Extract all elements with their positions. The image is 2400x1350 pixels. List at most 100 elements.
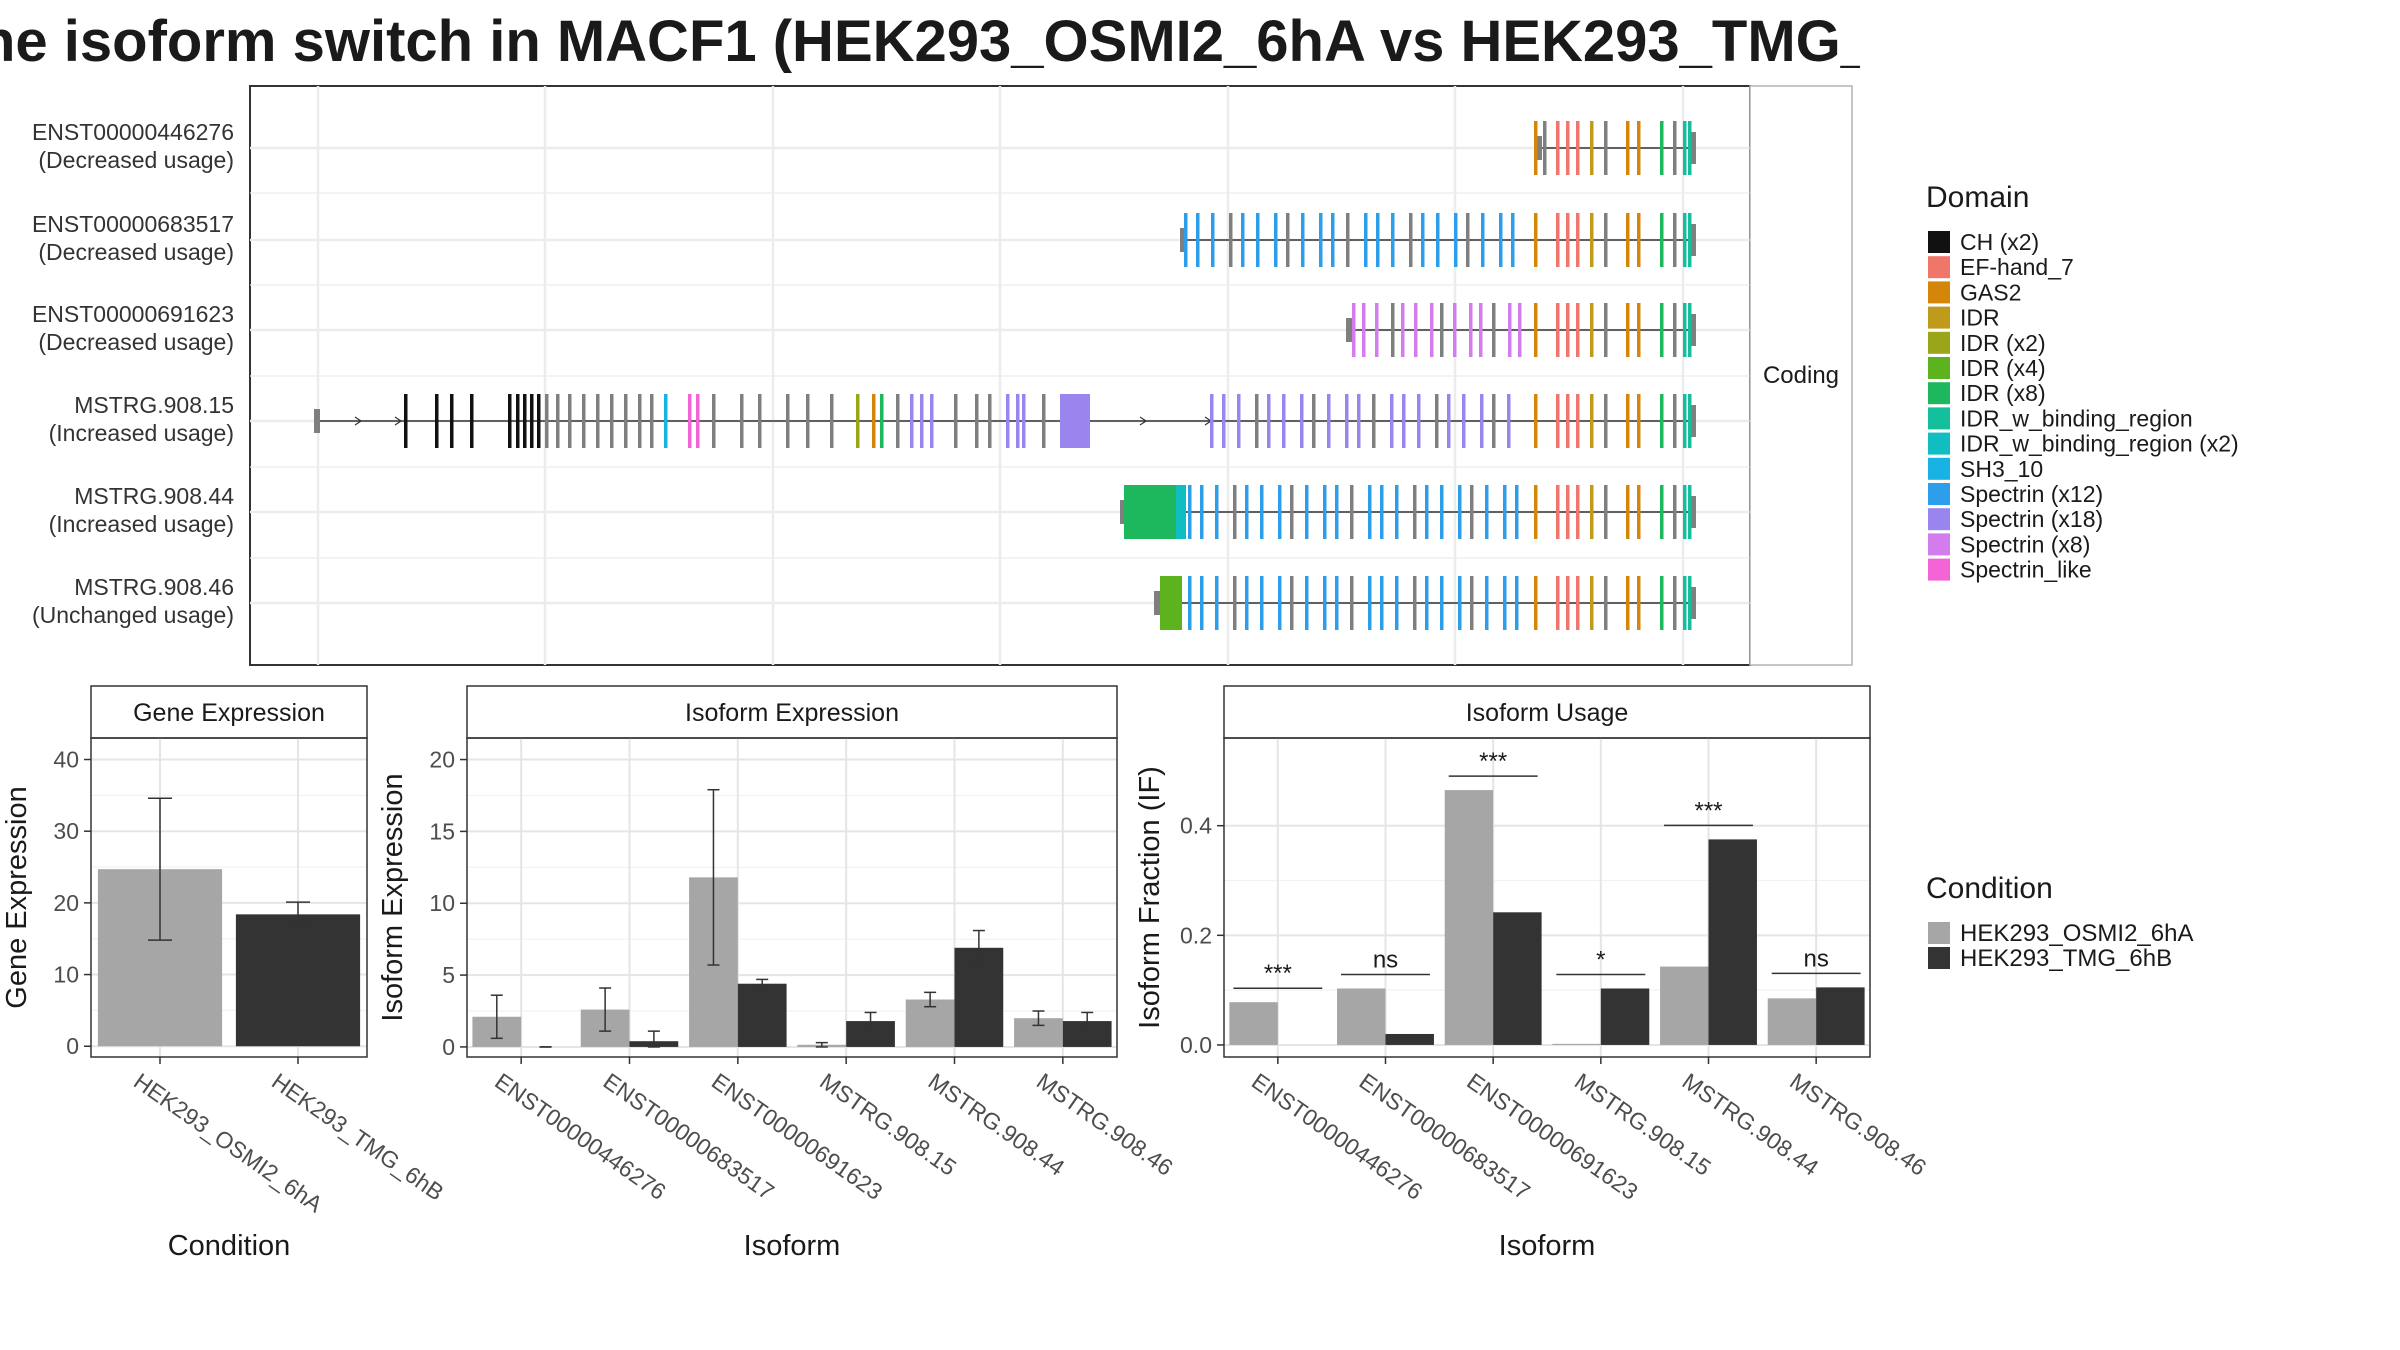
exon-mark <box>1357 394 1361 448</box>
exon-mark <box>1566 213 1570 267</box>
exon-mark <box>1604 394 1608 448</box>
exon-mark <box>537 394 541 448</box>
y-tick-label: 0.2 <box>1180 922 1212 948</box>
exon-mark <box>1327 394 1331 448</box>
exon-mark <box>1556 303 1560 357</box>
transcript-id-label: ENST00000683517 <box>32 211 234 237</box>
y-tick-label: 5 <box>442 962 455 988</box>
exon-mark <box>1492 303 1496 357</box>
exon-mark <box>1368 485 1372 539</box>
domain-legend-key <box>1928 407 1950 430</box>
exon-mark <box>1255 394 1259 448</box>
bar <box>1660 966 1709 1045</box>
exon-mark <box>1480 394 1484 448</box>
exon-mark <box>1683 303 1687 357</box>
exon-mark <box>930 394 934 448</box>
exon-mark <box>1534 485 1538 539</box>
transcript-track <box>1534 121 1696 175</box>
exon-mark <box>1604 121 1608 175</box>
domain-legend-key <box>1928 306 1950 329</box>
exon-mark <box>1626 394 1630 448</box>
bar <box>1444 790 1494 1045</box>
exon-mark <box>1188 576 1192 630</box>
exon-mark <box>1660 303 1664 357</box>
exon-mark <box>1305 485 1309 539</box>
exon-mark <box>1604 213 1608 267</box>
exon-mark <box>1458 485 1462 539</box>
exon-mark <box>1470 576 1474 630</box>
exon-mark <box>1417 394 1421 448</box>
significance-label: *** <box>1694 797 1722 824</box>
exon-mark <box>1080 394 1084 448</box>
panel-frame <box>466 737 1118 1058</box>
exon-mark <box>1267 394 1271 448</box>
significance-label: *** <box>1479 748 1507 775</box>
exon-mark <box>1440 485 1444 539</box>
domain-block <box>1160 576 1182 630</box>
exon-mark <box>1312 394 1316 448</box>
y-tick-label: 15 <box>429 818 455 844</box>
bar <box>1600 988 1650 1045</box>
bar <box>1337 988 1386 1045</box>
exon-mark <box>1391 213 1395 267</box>
domain-legend-label: SH3_10 <box>1960 456 2043 482</box>
transcript-tracks <box>314 121 1696 630</box>
exon-mark <box>1485 485 1489 539</box>
exon-mark <box>1215 485 1219 539</box>
exon-mark <box>1479 303 1483 357</box>
panel-title: Gene Expression <box>133 699 325 727</box>
exon-mark <box>1637 121 1641 175</box>
panel-strip <box>466 685 1118 739</box>
exon-mark <box>1515 576 1519 630</box>
domain-block <box>1176 485 1186 539</box>
domain-legend-key <box>1928 533 1950 556</box>
exon-mark <box>596 394 600 448</box>
exon-mark <box>1086 394 1090 448</box>
exon-mark <box>1688 213 1692 267</box>
exon-mark <box>610 394 614 448</box>
exon-mark <box>1435 394 1439 448</box>
exon-mark <box>1196 213 1200 267</box>
y-tick-label: 20 <box>429 747 455 773</box>
significance-label: ns <box>1803 945 1828 972</box>
exon-mark <box>1380 576 1384 630</box>
exon-mark <box>1534 303 1538 357</box>
exon-mark <box>1673 485 1677 539</box>
domain-legend-key <box>1928 331 1950 354</box>
bar <box>1385 1033 1434 1045</box>
exon-mark <box>1503 485 1507 539</box>
exon-mark <box>1042 394 1046 448</box>
exon-mark <box>1430 303 1434 357</box>
exon-mark <box>1222 394 1226 448</box>
exon-mark <box>1470 485 1474 539</box>
exon-mark <box>1590 576 1594 630</box>
exon-mark <box>1590 303 1594 357</box>
exon-mark <box>1300 394 1304 448</box>
significance-label: *** <box>1264 960 1292 987</box>
exon-mark <box>1260 576 1264 630</box>
utr-start <box>1154 591 1160 615</box>
y-tick-label: 10 <box>53 962 79 988</box>
exon-mark <box>1376 213 1380 267</box>
exon-mark <box>1319 213 1323 267</box>
exon-mark <box>1683 394 1687 448</box>
domain-legend-label: IDR (x4) <box>1960 355 2046 381</box>
exon-mark <box>1375 303 1379 357</box>
exon-mark <box>1447 394 1451 448</box>
domain-legend-title: Domain <box>1926 181 2029 214</box>
exon-mark <box>1323 485 1327 539</box>
utr-end <box>1688 587 1696 619</box>
exon-mark <box>696 394 700 448</box>
exon-mark <box>530 394 534 448</box>
exon-mark <box>1352 303 1356 357</box>
exon-mark <box>1515 485 1519 539</box>
exon-mark <box>1256 213 1260 267</box>
exon-mark <box>1688 576 1692 630</box>
exon-mark <box>1590 485 1594 539</box>
exon-mark <box>1688 485 1692 539</box>
exon-mark <box>1413 576 1417 630</box>
exon-mark <box>1453 303 1457 357</box>
